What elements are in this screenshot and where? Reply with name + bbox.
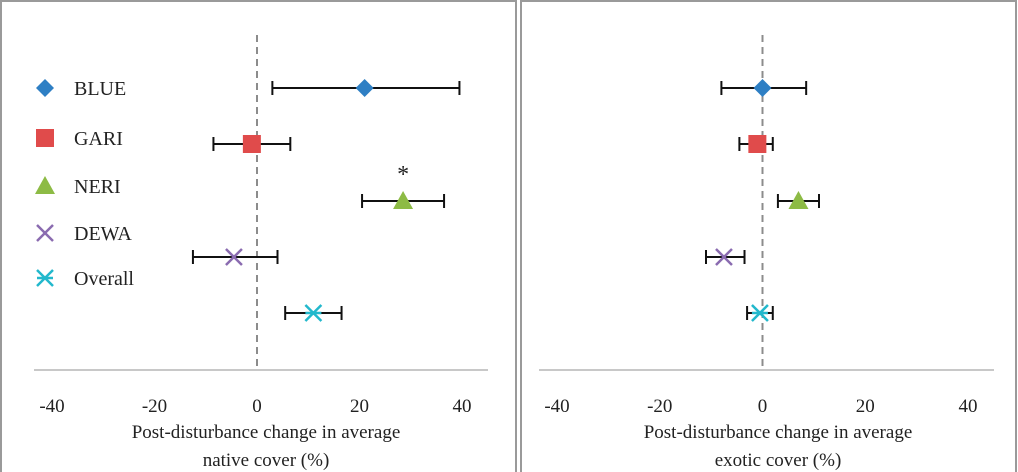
x-tick-label: -20 — [142, 396, 167, 417]
series-gari — [738, 135, 774, 153]
legend-entry-gari: GARI — [36, 128, 123, 150]
neri-marker — [393, 191, 414, 209]
legend-overall-marker — [36, 269, 54, 287]
overall-marker — [304, 304, 323, 322]
overall-marker — [751, 304, 769, 322]
legend-label-dewa: DEWA — [74, 223, 132, 245]
dewa-marker-stroke — [225, 248, 243, 266]
series-overall — [746, 304, 774, 322]
legend-label-neri: NERI — [74, 176, 121, 198]
native-xlabel-line1: Post-disturbance change in average — [132, 422, 401, 443]
gari-marker — [242, 135, 261, 153]
legend-dewa-marker-stroke — [36, 224, 54, 242]
series-gari — [212, 135, 292, 153]
x-tick-label: -20 — [647, 396, 672, 417]
x-tick-label: 20 — [350, 396, 369, 417]
legend-label-blue: BLUE — [74, 78, 126, 100]
panel-left-frame — [0, 0, 517, 472]
x-tick-label: 0 — [758, 396, 768, 417]
legend: BLUE GARI NERI DEWA Overall — [35, 78, 134, 290]
neri-marker — [788, 191, 809, 209]
legend-label-gari: GARI — [74, 128, 123, 150]
series-blue — [720, 79, 808, 97]
series-blue — [271, 79, 461, 97]
dewa-marker — [225, 248, 243, 266]
legend-entry-overall: Overall — [36, 268, 134, 290]
native-xlabel-line2: native cover (%) — [203, 450, 330, 471]
legend-neri-marker — [35, 176, 55, 194]
series-dewa — [704, 248, 746, 266]
series-dewa — [191, 248, 279, 266]
blue-marker — [355, 79, 374, 97]
legend-dewa-marker — [36, 224, 54, 242]
series-neri — [776, 191, 821, 209]
x-tick-label: -40 — [39, 396, 64, 417]
gari-marker — [748, 135, 767, 153]
x-tick-label: 40 — [959, 396, 978, 417]
blue-marker — [753, 79, 772, 97]
legend-blue-marker — [36, 79, 54, 97]
legend-entry-dewa: DEWA — [36, 223, 132, 245]
legend-gari-marker — [36, 129, 54, 147]
x-tick-label: -40 — [544, 396, 569, 417]
native-cover-chart: -40 -20 0 20 40 * BLUE GARI NERI DEWA Overall — [34, 35, 488, 417]
dewa-marker — [715, 248, 733, 266]
series-neri: * — [361, 162, 446, 209]
legend-label-overall: Overall — [74, 268, 134, 290]
series-overall — [284, 304, 343, 322]
x-tick-label: 40 — [453, 396, 472, 417]
exotic-xlabel-line1: Post-disturbance change in average — [644, 422, 913, 443]
dewa-marker-stroke — [715, 248, 733, 266]
neri-significance-annotation: * — [397, 162, 409, 188]
exotic-xlabel-line2: exotic cover (%) — [715, 450, 842, 471]
legend-entry-blue: BLUE — [36, 78, 126, 100]
x-tick-label: 0 — [252, 396, 262, 417]
legend-entry-neri: NERI — [35, 176, 121, 198]
x-tick-label: 20 — [856, 396, 875, 417]
panel-right-frame — [520, 0, 1017, 472]
exotic-cover-chart: -40 -20 0 20 40 — [539, 35, 994, 417]
